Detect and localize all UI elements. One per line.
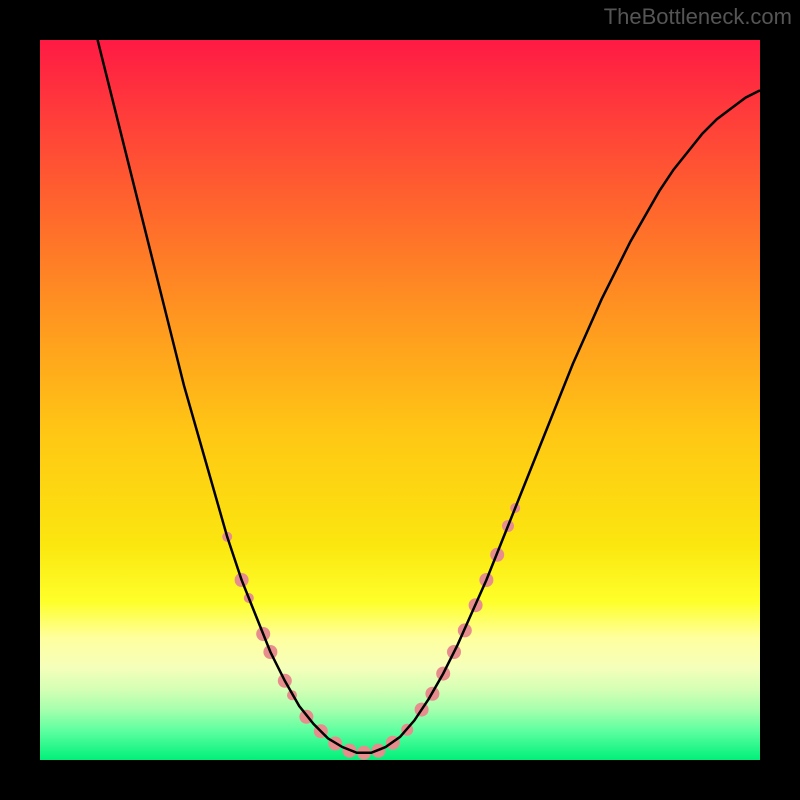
watermark-text: TheBottleneck.com [604,4,792,30]
chart-svg [40,40,760,760]
chart-plot-area [40,40,760,760]
chart-background [40,40,760,760]
